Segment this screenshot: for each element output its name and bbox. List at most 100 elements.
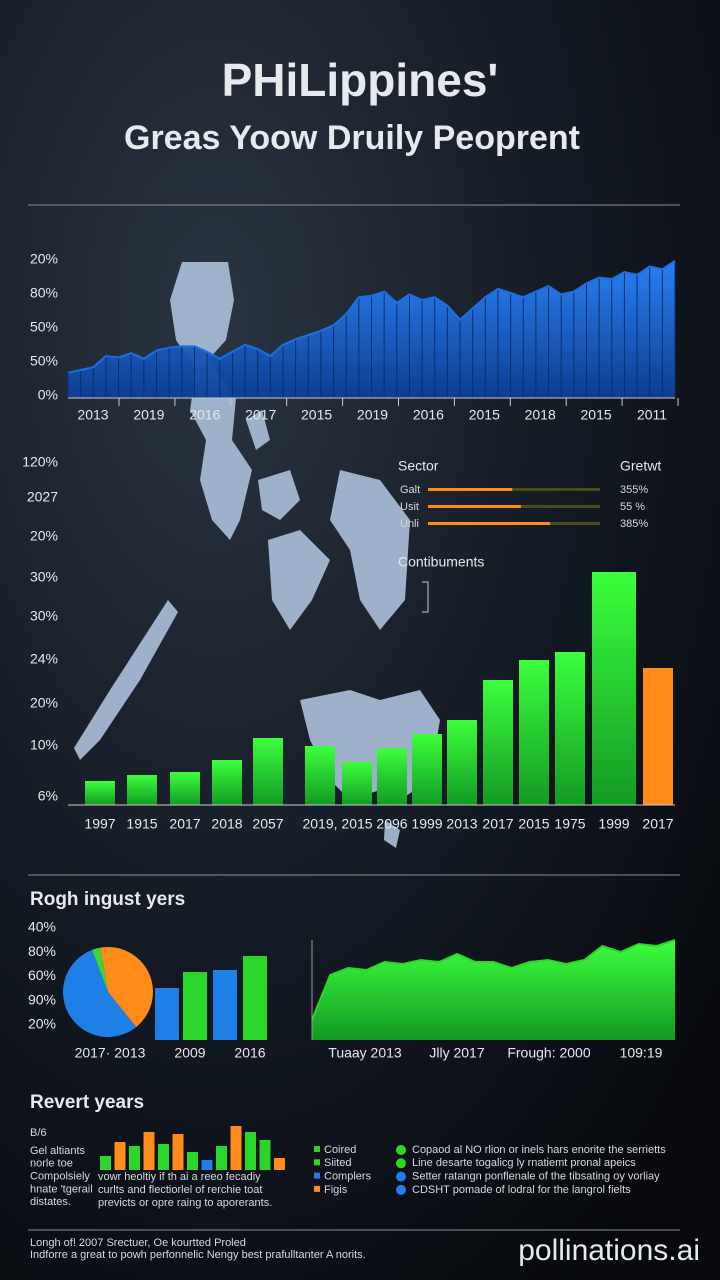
bar <box>305 746 335 805</box>
x-tick-label: 2019 <box>357 407 388 423</box>
y-tick-label: 60% <box>28 967 56 983</box>
pie-slice <box>92 947 108 992</box>
y-tick-label: 40% <box>28 919 56 935</box>
y-tick-label: 6% <box>38 788 58 804</box>
area-line <box>67 259 676 374</box>
y-tick-label: 90% <box>28 991 56 1007</box>
x-tick-label: 2018 <box>211 816 242 832</box>
y-tick-label: 24% <box>30 651 58 667</box>
y-tick-label: 20% <box>30 251 58 267</box>
body-text: hnate 'tgerail <box>30 1183 93 1195</box>
bar <box>592 572 636 805</box>
x-tick-label: 1999 <box>598 816 629 832</box>
x-tick-label: Tuaay 2013 <box>328 1045 402 1061</box>
x-tick-label: 2017· 2013 <box>75 1045 146 1061</box>
progress-bar <box>428 522 551 525</box>
legend-label: Usit <box>400 501 419 513</box>
note-text: Copaod al NO rlion or inels hars enorite… <box>412 1144 666 1156</box>
x-tick-label: 2013 <box>446 816 477 832</box>
x-tick-label: 2017 <box>245 407 276 423</box>
bar <box>519 660 549 805</box>
bar <box>129 1146 140 1170</box>
note-text: CDSHT pomade of lodral for the langrol f… <box>412 1184 631 1196</box>
footer-text: Indforre a great to powh perfonnelic Nen… <box>30 1249 366 1261</box>
legend-swatch <box>314 1146 320 1152</box>
footer-text: Longh of! 2007 Srectuer, Oe kourtted Pro… <box>30 1237 246 1249</box>
legend-label: Unli <box>400 518 419 530</box>
bracket <box>422 581 429 613</box>
y-tick-label: 2027 <box>27 489 58 505</box>
bar <box>85 781 115 805</box>
bullet <box>396 1184 406 1195</box>
y-tick-label: 120% <box>22 454 58 470</box>
bar <box>245 1132 256 1170</box>
bar <box>483 680 513 805</box>
x-tick-label: 2009 <box>174 1045 205 1061</box>
legend-note: Contibuments <box>398 554 484 570</box>
y-tick-label: 30% <box>30 569 58 585</box>
body-text: previcts or opre raing to aporerants. <box>98 1197 272 1209</box>
x-tick-label: 109:19 <box>620 1045 663 1061</box>
legend-header: Gretwt <box>620 458 661 474</box>
x-tick-label: 2096 <box>376 816 407 832</box>
bar <box>158 1144 169 1170</box>
brand: pollinations.ai <box>518 1234 700 1267</box>
title: PHiLippines' <box>222 54 499 106</box>
x-tick-label: 2011 <box>637 407 667 423</box>
y-tick-label: 80% <box>30 285 58 301</box>
bar <box>643 668 673 805</box>
x-tick-label: 2018 <box>525 407 556 423</box>
bar <box>183 972 207 1040</box>
subtitle: Greas Yoow Druily Peoprent <box>124 119 580 157</box>
bar <box>377 748 407 805</box>
body-text: Compolsiely <box>30 1171 90 1183</box>
legend-value: 385% <box>620 518 648 530</box>
pie-slice <box>100 947 153 1028</box>
x-tick-label: 2015 <box>518 816 549 832</box>
body-text: curlts and flectiorlel of rerchie toat <box>98 1184 262 1196</box>
legend-swatch <box>314 1172 320 1179</box>
bar <box>114 1142 126 1170</box>
body-text: norle toe <box>30 1158 73 1170</box>
legend-value: 355% <box>620 484 648 496</box>
x-tick-label: Jlly 2017 <box>429 1045 484 1061</box>
x-tick-label: 2017 <box>169 816 200 832</box>
bullet <box>396 1158 406 1169</box>
bar <box>213 970 237 1040</box>
legend-title: Sector <box>398 458 439 474</box>
y-tick-label: 50% <box>30 353 58 369</box>
x-tick-label: 2016 <box>189 407 220 423</box>
progress-track <box>428 488 600 491</box>
legend-label: Galt <box>400 484 420 496</box>
bar <box>212 760 242 805</box>
note-text: Setter ratangn ponflenale of the tibsati… <box>412 1171 660 1183</box>
x-tick-label: 2015 <box>469 407 500 423</box>
legend-label: Coired <box>324 1144 356 1156</box>
progress-bar <box>428 505 521 508</box>
x-tick-label: 2019 <box>133 407 164 423</box>
legend-label: Figis <box>324 1184 348 1196</box>
bar <box>555 652 585 805</box>
bar <box>127 775 157 805</box>
area-line <box>311 939 676 1021</box>
x-tick-label: Frough: 2000 <box>507 1045 590 1061</box>
y-tick-label: 30% <box>30 608 58 624</box>
legend-swatch <box>314 1185 320 1192</box>
bar <box>201 1160 213 1170</box>
bar <box>253 738 283 805</box>
x-tick-label: 2017 <box>642 816 673 832</box>
bar <box>412 734 442 805</box>
x-tick-label: 2017 <box>482 816 513 832</box>
y-tick-label: 50% <box>30 319 58 335</box>
x-tick-label: 1999 <box>411 816 442 832</box>
x-tick-label: 2016 <box>234 1045 265 1061</box>
progress-bar <box>428 488 513 491</box>
x-tick-label: 2016 <box>413 407 444 423</box>
bar <box>243 956 267 1040</box>
legend-swatch <box>314 1159 320 1166</box>
x-tick-label: 1997 <box>84 816 115 832</box>
pie-slice <box>62 949 137 1038</box>
bar <box>155 988 179 1040</box>
bar <box>187 1152 198 1170</box>
x-tick-label: 2057 <box>252 816 283 832</box>
